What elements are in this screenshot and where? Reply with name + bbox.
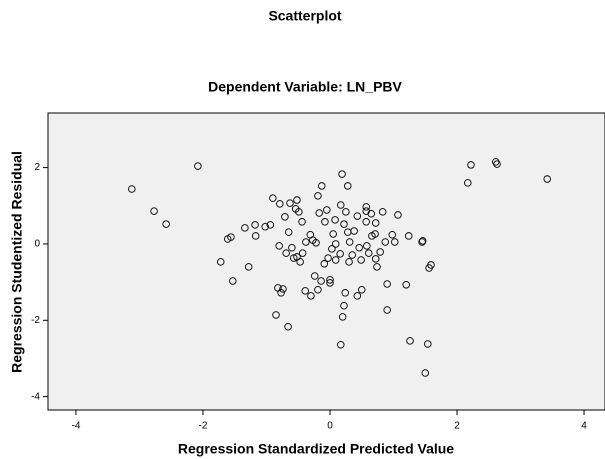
- x-axis-title: Regression Standardized Predicted Value: [178, 441, 454, 457]
- chart: Scatterplot Dependent Variable: LN_PBV R…: [0, 0, 605, 459]
- x-tick-label: 4: [581, 421, 587, 432]
- x-tick-label: -4: [71, 421, 80, 432]
- y-axis-title: Regression Studentized Residual: [9, 151, 25, 373]
- x-tick-label: -2: [199, 421, 208, 432]
- x-tick-label: 0: [327, 421, 333, 432]
- chart-title: Scatterplot: [268, 8, 341, 24]
- x-tick-label: 2: [454, 421, 460, 432]
- y-tick-label: 0: [34, 239, 40, 250]
- y-tick-label: -4: [31, 391, 40, 402]
- y-tick-label: -2: [31, 315, 40, 326]
- chart-subtitle: Dependent Variable: LN_PBV: [208, 79, 402, 95]
- y-tick-label: 2: [34, 162, 40, 173]
